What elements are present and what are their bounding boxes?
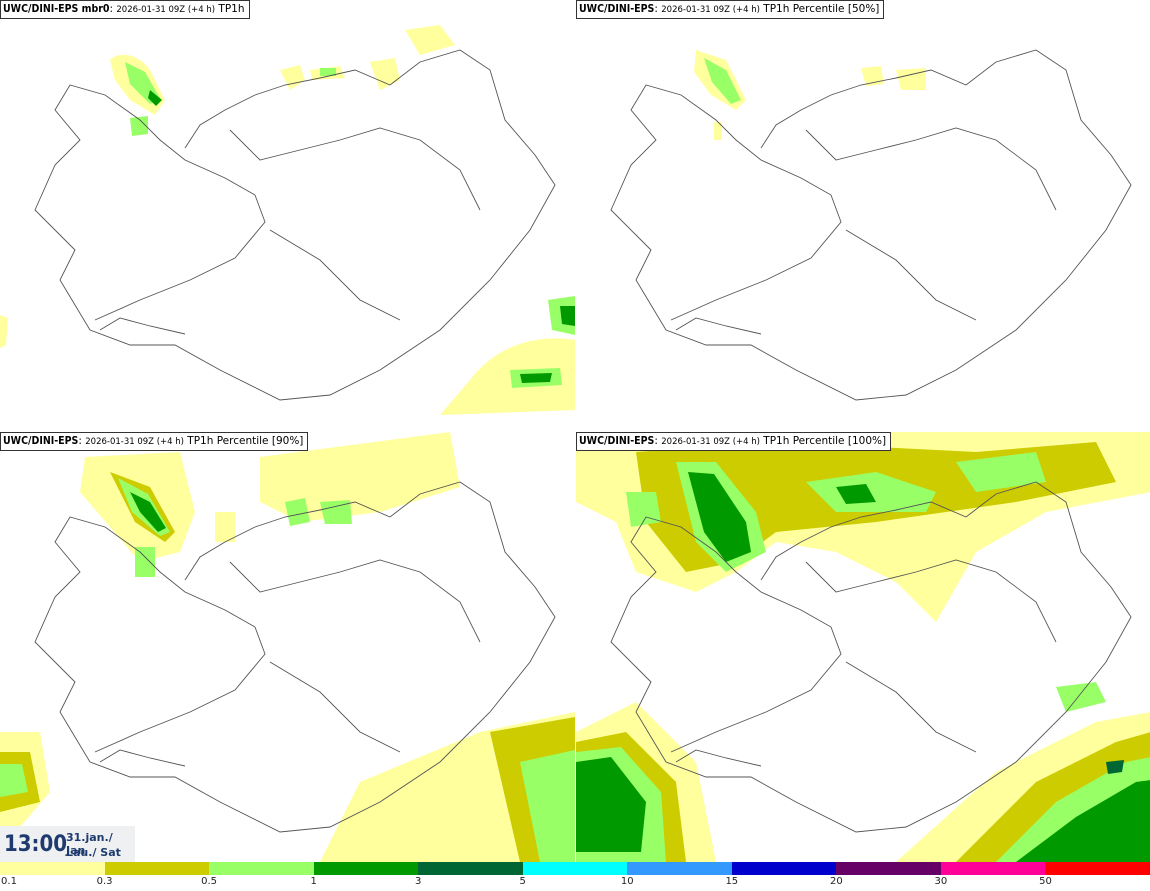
legend-label: 15 (725, 876, 739, 887)
legend-swatch (0, 862, 105, 875)
model-name: UWC/DINI-EPS (579, 3, 655, 15)
legend-swatch (627, 862, 732, 875)
legend-labels: 0.1 0.3 0.5 1 3 5 10 15 20 30 50 (0, 876, 1150, 891)
color-legend (0, 862, 1150, 875)
field-name: TP1h (218, 3, 245, 15)
legend-label: 50 (1039, 876, 1052, 887)
legend-swatch (209, 862, 314, 875)
run-time: 2026-01-31 09Z (+4 h) (85, 437, 184, 447)
precipitation-shading (576, 432, 1150, 862)
model-name: UWC/DINI-EPS (579, 435, 655, 447)
legend-label: 20 (829, 876, 843, 887)
precip-map (0, 432, 575, 862)
legend-swatch (522, 862, 628, 875)
legend-swatch (836, 862, 941, 875)
valid-time-box: 13:00 31.jan./ Jan Lau./ Sat (0, 826, 135, 862)
legend-swatch (104, 862, 210, 875)
model-name: UWC/DINI-EPS mbr0 (3, 3, 110, 15)
field-name: TP1h Percentile [90%] (187, 435, 304, 447)
map-panel-p100: UWC/DINI-EPS: 2026-01-31 09Z (+4 h) TP1h… (576, 432, 1150, 862)
iceland-coastline (34, 481, 556, 833)
precip-map (610, 49, 1132, 401)
legend-label: 10 (620, 876, 634, 887)
precipitation-shading (0, 432, 575, 862)
legend-swatch (1045, 862, 1150, 875)
map-panel-p90: UWC/DINI-EPS: 2026-01-31 09Z (+4 h) TP1h… (0, 432, 575, 862)
valid-time: 13:00 (4, 832, 68, 857)
valid-day: Lau./ Sat (66, 846, 121, 859)
panel-title: UWC/DINI-EPS: 2026-01-31 09Z (+4 h) TP1h… (0, 432, 309, 451)
legend-swatch (731, 862, 837, 875)
legend-label: 3 (414, 876, 422, 887)
map-panel-mbr0: UWC/DINI-EPS mbr0: 2026-01-31 09Z (+4 h)… (0, 0, 575, 430)
precip-map (0, 25, 575, 415)
valid-date: 31.jan./ Jan (66, 831, 113, 857)
panel-title: UWC/DINI-EPS: 2026-01-31 09Z (+4 h) TP1h… (576, 432, 892, 451)
run-time: 2026-01-31 09Z (+4 h) (661, 437, 760, 447)
field-name: TP1h Percentile [100%] (763, 435, 887, 447)
iceland-coastline (34, 49, 556, 401)
precipitation-shading (694, 50, 926, 140)
legend-label: 1 (310, 876, 317, 887)
panel-title: UWC/DINI-EPS: 2026-01-31 09Z (+4 h) TP1h… (576, 0, 885, 19)
legend-swatch (940, 862, 1046, 875)
legend-label: 30 (934, 876, 948, 887)
legend-label: 5 (519, 876, 526, 887)
legend-label: 0.5 (201, 876, 218, 887)
iceland-coastline (610, 481, 1132, 833)
legend-swatch (418, 862, 523, 875)
panel-title: UWC/DINI-EPS mbr0: 2026-01-31 09Z (+4 h)… (0, 0, 250, 19)
legend-label: 0.3 (96, 876, 113, 887)
legend-label: 0.1 (1, 876, 17, 887)
legend-swatch (313, 862, 419, 875)
run-time: 2026-01-31 09Z (+4 h) (661, 5, 760, 15)
map-panel-p50: UWC/DINI-EPS: 2026-01-31 09Z (+4 h) TP1h… (576, 0, 1150, 430)
precipitation-shading (0, 25, 575, 415)
field-name: TP1h Percentile [50%] (763, 3, 880, 15)
iceland-coastline (610, 49, 1132, 401)
precip-map (576, 432, 1150, 862)
run-time: 2026-01-31 09Z (+4 h) (116, 5, 216, 15)
model-name: UWC/DINI-EPS (3, 435, 79, 447)
